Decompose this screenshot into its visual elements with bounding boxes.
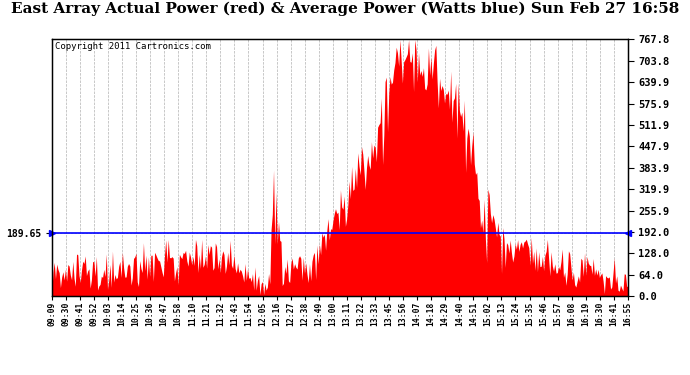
- Text: East Array Actual Power (red) & Average Power (Watts blue) Sun Feb 27 16:58: East Array Actual Power (red) & Average …: [11, 2, 679, 16]
- Text: Copyright 2011 Cartronics.com: Copyright 2011 Cartronics.com: [55, 42, 210, 51]
